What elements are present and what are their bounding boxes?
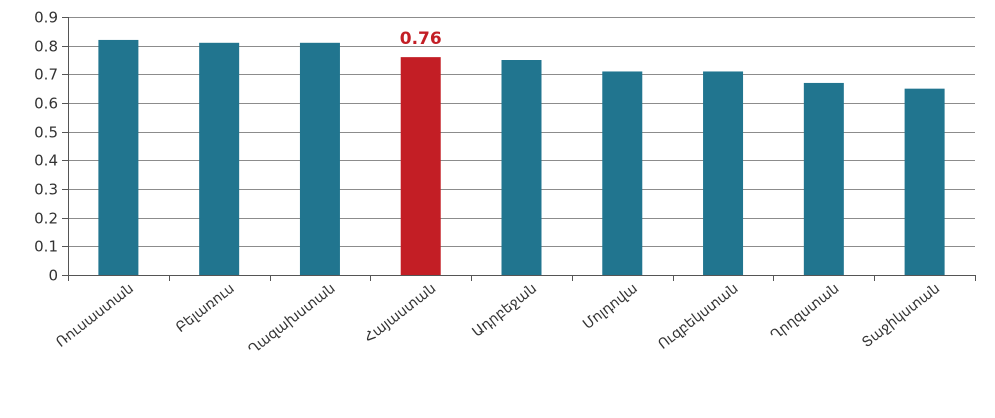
y-axis-ticks: 0 0.1 0.2 0.3 0.4 0.5 0.6 0.7 0.8 0.9: [34, 9, 68, 285]
bar: [803, 82, 844, 275]
y-tick-label: 0.5: [34, 124, 58, 142]
bar: [98, 39, 139, 275]
y-tick-label: 0.9: [34, 9, 58, 27]
x-tick-label: Ադրբեջան: [469, 281, 540, 341]
y-tick-label: 0.2: [34, 210, 58, 228]
x-tick-label: Ռուսաստան: [53, 281, 137, 351]
bar: [703, 71, 744, 275]
x-tick-label: Ղրղզստան: [768, 281, 843, 344]
y-tick-label: 0.1: [34, 238, 58, 256]
x-tick-label: Ուզբեկստան: [655, 281, 741, 353]
y-tick-label: 0.6: [34, 95, 58, 113]
bar-data-label: 0.76: [400, 29, 442, 49]
x-tick-label: Ղազախստան: [245, 281, 338, 359]
axes: [68, 17, 976, 281]
y-tick-label: 0.3: [34, 181, 58, 199]
bar: [501, 60, 542, 275]
bar: [299, 42, 340, 275]
y-tick-label: 0.8: [34, 38, 58, 56]
bar-highlighted: [400, 57, 441, 276]
y-tick-label: 0.4: [34, 152, 58, 170]
x-tick-label: Հայաստան: [361, 281, 439, 347]
y-tick-label: 0.7: [34, 66, 58, 84]
bar: [199, 42, 240, 275]
bar: [602, 71, 643, 275]
x-tick-label: Բելառուս: [173, 281, 238, 336]
x-tick-label: Տաջիկստան: [859, 281, 943, 352]
y-tick-label: 0: [48, 267, 58, 285]
x-tick-label: Մոլդովա: [580, 281, 641, 333]
bar: [904, 88, 945, 276]
x-axis-labels: Ռուսաստան Բելառուս Ղազախստան Հայաստան Ադրբեջ…: [53, 281, 943, 359]
bars: 0.76: [98, 29, 945, 276]
